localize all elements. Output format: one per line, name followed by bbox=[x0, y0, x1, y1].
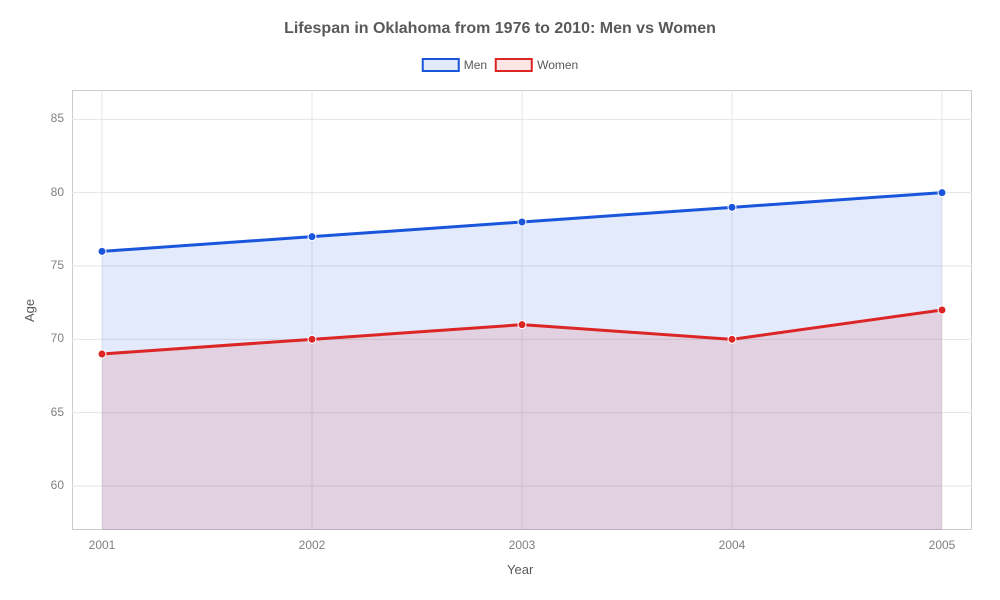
x-tick-label: 2003 bbox=[492, 538, 552, 552]
x-tick-label: 2002 bbox=[282, 538, 342, 552]
legend-label-women: Women bbox=[537, 58, 578, 72]
legend-item-men: Men bbox=[422, 58, 487, 72]
y-axis-label: Age bbox=[22, 299, 37, 322]
chart-title: Lifespan in Oklahoma from 1976 to 2010: … bbox=[0, 20, 1000, 38]
y-tick-label: 75 bbox=[34, 258, 64, 272]
lifespan-chart: Lifespan in Oklahoma from 1976 to 2010: … bbox=[0, 0, 1000, 600]
plot-area bbox=[72, 90, 972, 530]
plot-svg bbox=[72, 90, 972, 530]
y-tick-label: 65 bbox=[34, 405, 64, 419]
x-tick-label: 2001 bbox=[72, 538, 132, 552]
legend-swatch-women bbox=[495, 58, 533, 72]
y-tick-label: 80 bbox=[34, 185, 64, 199]
x-tick-label: 2004 bbox=[702, 538, 762, 552]
x-tick-label: 2005 bbox=[912, 538, 972, 552]
legend-label-men: Men bbox=[464, 58, 487, 72]
legend-swatch-men bbox=[422, 58, 460, 72]
legend-item-women: Women bbox=[495, 58, 578, 72]
y-tick-label: 70 bbox=[34, 331, 64, 345]
x-axis-label: Year bbox=[507, 562, 533, 577]
y-tick-label: 85 bbox=[34, 111, 64, 125]
y-tick-label: 60 bbox=[34, 478, 64, 492]
chart-legend: Men Women bbox=[422, 58, 578, 72]
